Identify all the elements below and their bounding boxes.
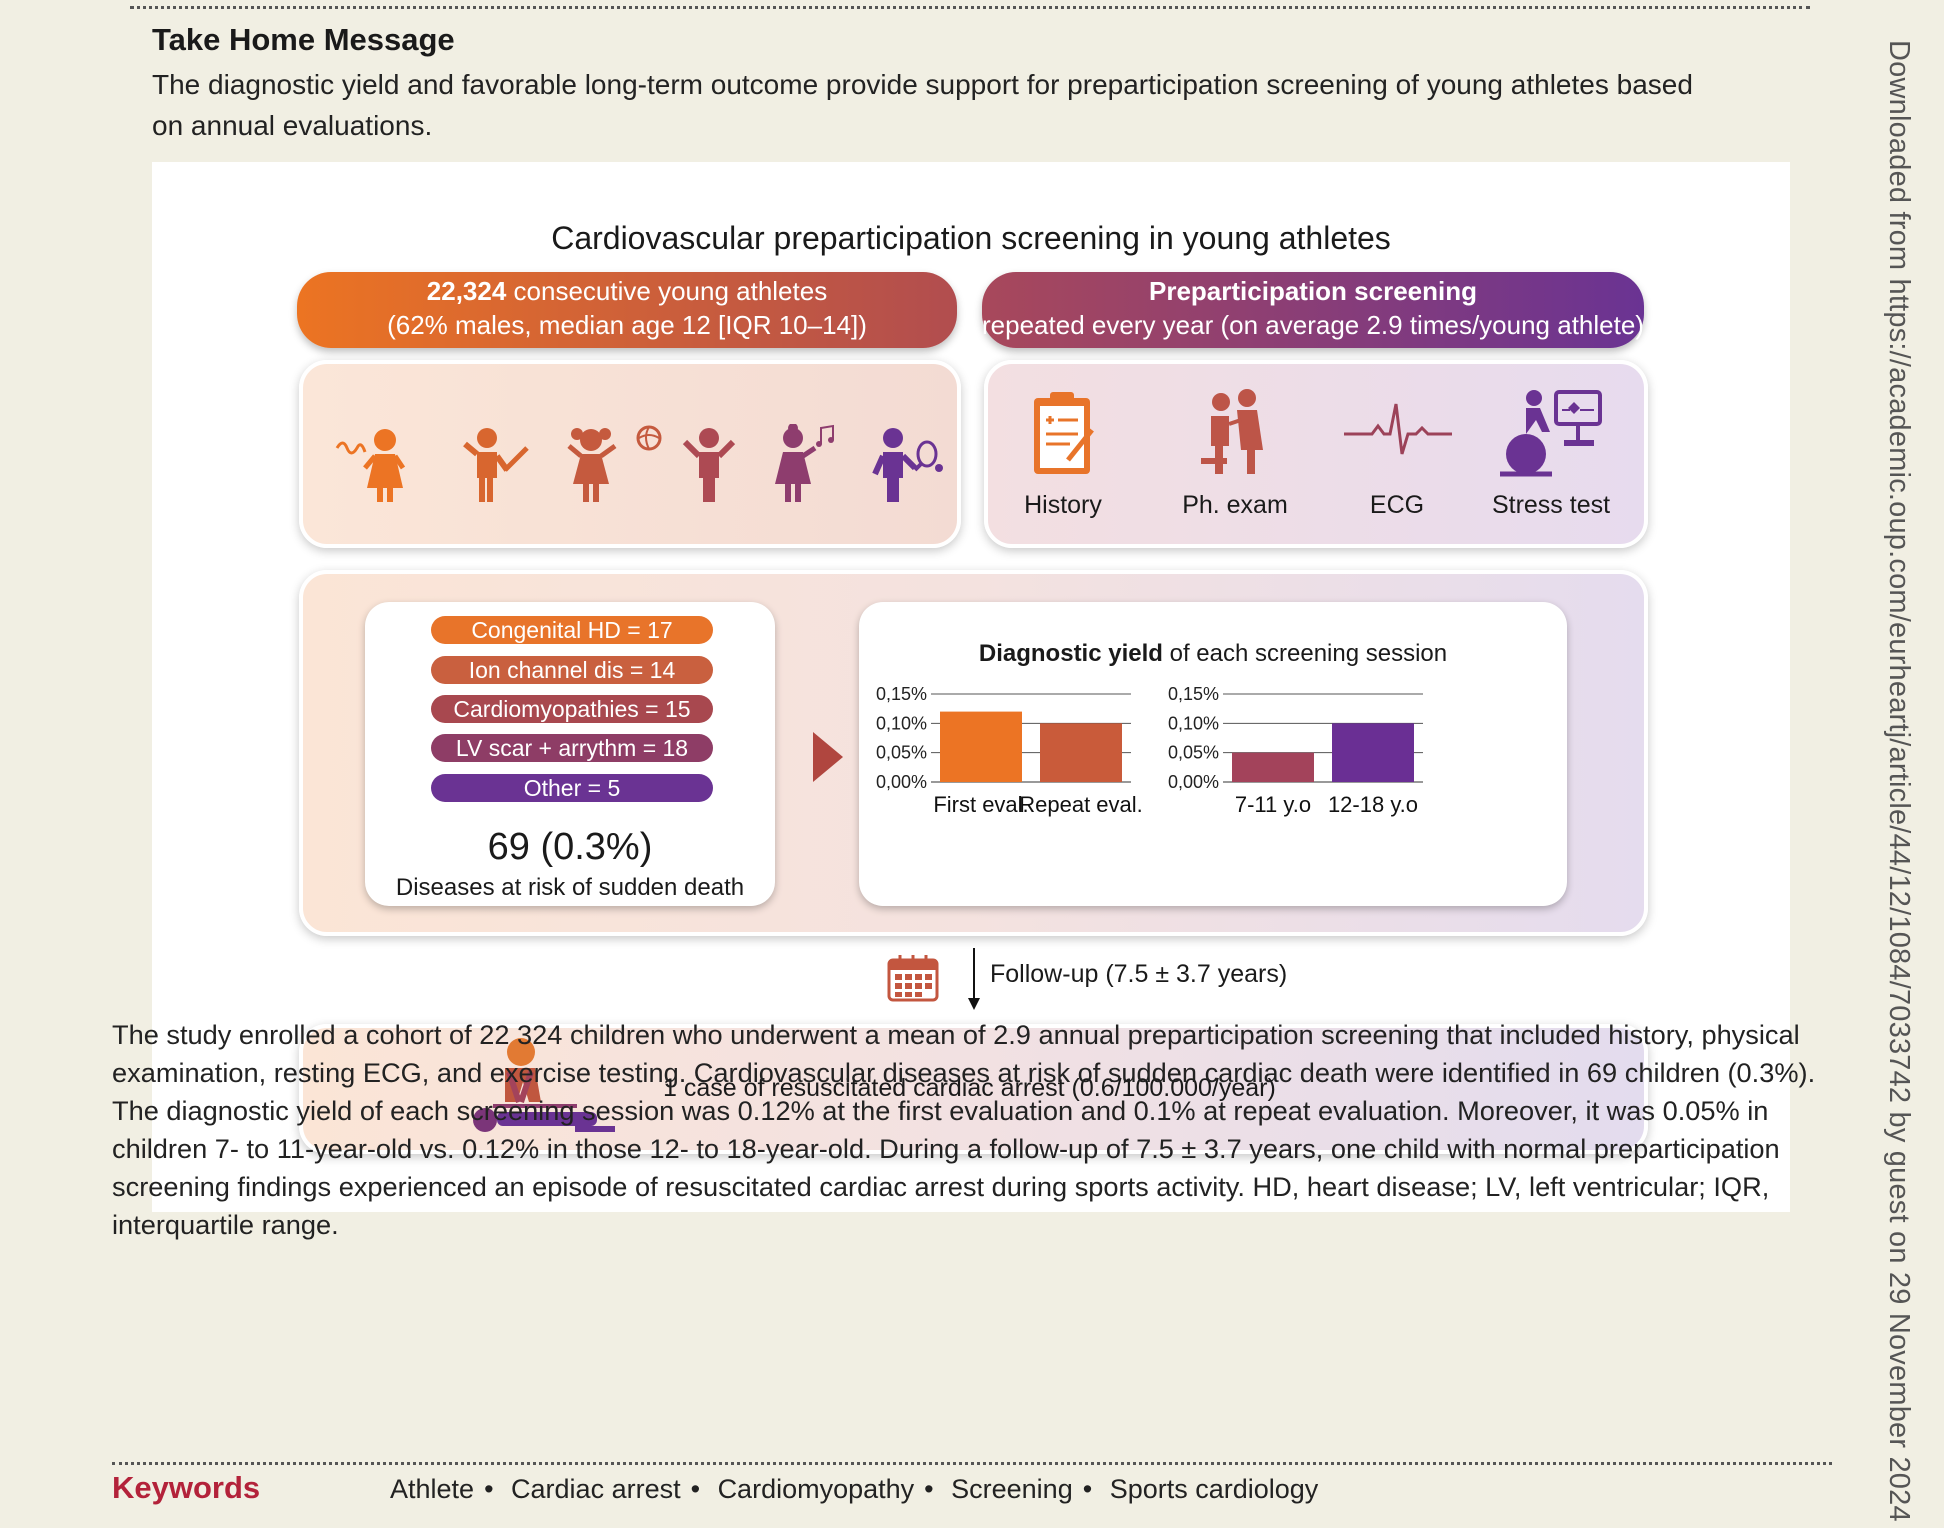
bottom-divider bbox=[112, 1462, 1832, 1465]
ecg-icon bbox=[1344, 403, 1456, 455]
figure-title: Cardiovascular preparticipation screenin… bbox=[551, 220, 1391, 256]
bullet-separator: • bbox=[484, 1474, 494, 1504]
keyword[interactable]: Cardiomyopathy bbox=[717, 1474, 915, 1504]
x-category-label: 12-18 y.o bbox=[1328, 792, 1418, 817]
disease-ion-channel: Ion channel dis = 14 bbox=[431, 656, 713, 684]
screening-title: Preparticipation screening bbox=[1149, 276, 1477, 306]
x-category-label: First eval. bbox=[933, 792, 1028, 817]
boy-cheering-icon bbox=[682, 428, 736, 502]
bar bbox=[1332, 723, 1414, 782]
yield-chart: 0,00% 0,05% 0,10% 0,15% First eval.Repeat ev… bbox=[876, 684, 1423, 817]
graphical-abstract: Cardiovascular preparticipation screenin… bbox=[152, 162, 1790, 1212]
physical-exam-icon bbox=[1201, 389, 1263, 474]
x-category-label: Repeat eval. bbox=[1019, 792, 1143, 817]
boy-tennis-icon bbox=[872, 428, 943, 502]
y-tick-label: 0,00% bbox=[876, 772, 927, 792]
disease-caption: Diseases at risk of sudden death bbox=[395, 874, 745, 901]
outcome-panel: 1 case of resuscitated cardiac arrest (0… bbox=[299, 1024, 1648, 1154]
screening-frequency: repeated every year (on average 2.9 time… bbox=[982, 310, 1644, 340]
y-tick-label: 0,00% bbox=[1168, 772, 1219, 792]
clipboard-icon bbox=[1034, 392, 1094, 474]
take-home-text: The diagnostic yield and favorable long-… bbox=[152, 69, 1693, 141]
cohort-count: 22,324 bbox=[426, 276, 507, 306]
girl-music-icon bbox=[775, 424, 834, 502]
y-tick-label: 0,10% bbox=[876, 713, 927, 733]
disease-congenital: Congenital HD = 17 bbox=[431, 616, 713, 644]
arrow-down-icon bbox=[968, 948, 980, 1010]
y-tick-label: 0,15% bbox=[1168, 684, 1219, 704]
disease-total: 69 (0.3%) bbox=[487, 826, 653, 868]
take-home-title: Take Home Message bbox=[152, 22, 455, 57]
y-tick-label: 0,05% bbox=[876, 743, 927, 763]
disease-other: Other = 5 bbox=[431, 774, 713, 802]
calendar-icon bbox=[887, 955, 939, 1002]
figure-caption: The study enrolled a cohort of 22 324 ch… bbox=[112, 1019, 1816, 1240]
diseases-box: Congenital HD = 17 Ion channel dis = 14 … bbox=[365, 602, 775, 906]
test-physical-exam: Ph. exam bbox=[1160, 388, 1310, 520]
keywords-label: Keywords bbox=[112, 1470, 261, 1505]
boy-bat-icon bbox=[463, 428, 529, 502]
download-notice: Downloaded from https://academic.oup.com… bbox=[1883, 40, 1915, 1522]
results-panel: Congenital HD = 17 Ion channel dis = 14 … bbox=[299, 570, 1648, 936]
x-category-label: 7-11 y.o bbox=[1235, 792, 1311, 817]
bullet-separator: • bbox=[690, 1474, 701, 1504]
yield-box: Diagnostic yield of each screening sessi… bbox=[859, 602, 1567, 906]
followup-text: Follow-up (7.5 ± 3.7 years) bbox=[990, 960, 1288, 988]
keyword[interactable]: Screening bbox=[951, 1474, 1073, 1504]
test-label: ECG bbox=[1369, 491, 1425, 519]
keyword[interactable]: Cardiac arrest bbox=[511, 1474, 681, 1504]
cohort-description: consecutive young athletes bbox=[513, 276, 828, 306]
stress-test-icon bbox=[1500, 390, 1602, 477]
screening-banner: Preparticipation screening repeated ever… bbox=[982, 272, 1644, 348]
cohort-banner: 22,324 consecutive young athletes (62% m… bbox=[297, 272, 957, 348]
test-history: History bbox=[988, 388, 1138, 520]
cohort-demographics: (62% males, median age 12 [IQR 10–14]) bbox=[387, 310, 867, 340]
test-label: History bbox=[1024, 491, 1102, 519]
bar bbox=[1232, 752, 1314, 782]
bullet-separator: • bbox=[1082, 1474, 1093, 1504]
test-ecg: ECG bbox=[1322, 388, 1472, 520]
test-label: Ph. exam bbox=[1182, 491, 1288, 519]
bar bbox=[1040, 723, 1122, 782]
athletes-panel bbox=[299, 360, 961, 548]
bar bbox=[940, 711, 1022, 782]
bullet-separator: • bbox=[924, 1474, 934, 1504]
outcome-text: 1 case of resuscitated cardiac arrest (0… bbox=[663, 1074, 1276, 1102]
test-stress: Stress test bbox=[1476, 388, 1626, 520]
keyword[interactable]: Athlete bbox=[390, 1474, 475, 1504]
keywords-list: Athlete • Cardiac arrest • Cardiomyopathy •… bbox=[390, 1474, 1318, 1505]
test-label: Stress test bbox=[1491, 491, 1611, 519]
cpr-icon bbox=[473, 1038, 615, 1132]
y-tick-label: 0,05% bbox=[1168, 743, 1219, 763]
top-divider bbox=[130, 6, 1810, 9]
disease-lv-scar: LV scar + arrythm = 18 bbox=[431, 734, 713, 762]
yield-title: Diagnostic yield of each screening sessi… bbox=[978, 640, 1448, 667]
y-tick-label: 0,15% bbox=[876, 684, 927, 704]
y-tick-label: 0,10% bbox=[1168, 713, 1219, 733]
tests-panel: History Ph. exam ECG bbox=[984, 360, 1648, 548]
arrow-right-icon bbox=[813, 732, 843, 782]
disease-cardiomyopathies: Cardiomyopathies = 15 bbox=[431, 695, 713, 723]
girl-ribbon-icon bbox=[335, 429, 406, 502]
keyword[interactable]: Sports cardiology bbox=[1109, 1474, 1319, 1504]
girl-ball-icon bbox=[567, 425, 662, 502]
